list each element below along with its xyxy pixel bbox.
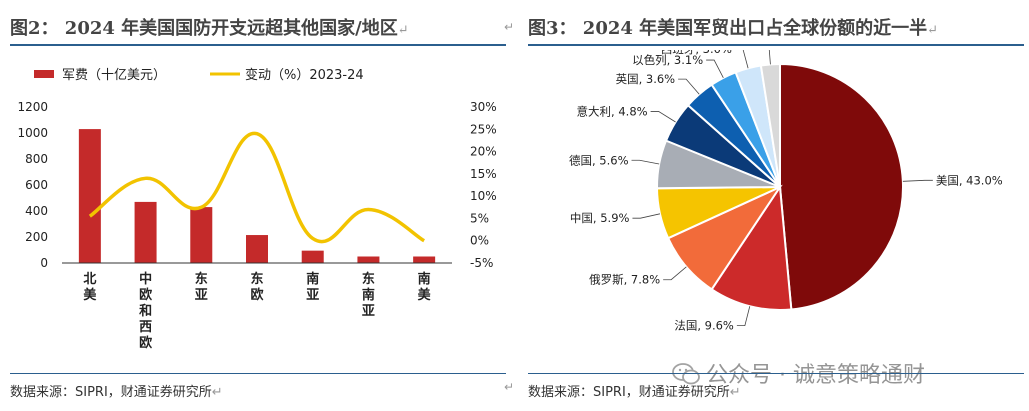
- right-title-text: 图3： 2024 年美国军贸出口占全球份额的近一半: [528, 18, 928, 39]
- pie-labels: 美国, 43.0% 法国, 9.6% 俄罗斯, 7.8% 中国, 5.9% 德国, 5.…: [569, 50, 1003, 333]
- legend-line-label: 变动（%）2023-24: [245, 67, 364, 83]
- y-left-tick-label: 1000: [17, 126, 48, 140]
- pie-leader-line: [768, 50, 771, 65]
- right-chart-title: 图3： 2024 年美国军贸出口占全球份额的近一半↵: [528, 14, 938, 40]
- defense-spending-chart: 军费（十亿美元） 变动（%）2023-24 0 200 400 600 800 1000 1…: [17, 67, 497, 351]
- left-source: 数据来源：SIPRI，财通证券研究所↵: [10, 381, 223, 400]
- legend-bar-swatch: [34, 70, 54, 78]
- y-right-tick-label: 10%: [470, 189, 497, 203]
- change-line: [88, 131, 426, 244]
- right-title-rule: [528, 44, 1024, 46]
- y-left-tick-label: 200: [25, 230, 48, 244]
- pie-slice: [759, 62, 781, 188]
- pie-label: 中国, 5.9%: [570, 211, 630, 225]
- y-left-tick-label: 600: [25, 178, 48, 192]
- x-tick-label: 中欧和西欧: [139, 271, 152, 351]
- x-tick-label: 东亚: [195, 271, 208, 303]
- right-source: 数据来源：SIPRI，财通证券研究所↵: [528, 381, 741, 400]
- left-chart-title: 图2： 2024 年美国国防开支远超其他国家/地区↵: [10, 14, 409, 40]
- y-left-tick-label: 400: [25, 204, 48, 218]
- pie-leader-line: [632, 213, 661, 219]
- pie-label: 西班牙, 3.0%: [661, 50, 732, 56]
- pie-label: 英国, 3.6%: [616, 72, 676, 86]
- watermark-text: 公众号 · 诚意策略通财: [706, 363, 925, 388]
- pie-leader-line: [706, 59, 724, 79]
- y-right-tick-label: 15%: [470, 167, 497, 181]
- right-source-mark: ↵: [729, 385, 741, 400]
- right-source-text: 数据来源：SIPRI，财通证券研究所: [528, 385, 730, 400]
- pie-label: 韩国, 2.2%: [698, 50, 758, 51]
- x-tick-label: 东南亚: [362, 271, 375, 319]
- pie-label: 俄罗斯, 7.8%: [589, 273, 660, 287]
- y-right-tick-label: 20%: [470, 145, 497, 159]
- x-tick-label: 东欧: [250, 271, 263, 303]
- pie-leader-lines: [631, 50, 933, 327]
- legend-bar-label: 军费（十亿美元）: [62, 68, 166, 83]
- bar: [134, 201, 157, 263]
- y-right-tick-label: 0%: [470, 234, 489, 248]
- left-title-return-mark: ↵: [397, 23, 409, 38]
- pie-leader-line: [678, 78, 700, 95]
- x-tick-label: 北美: [83, 272, 97, 303]
- pie-leader-line: [650, 111, 676, 123]
- x-tick-label: 南亚: [306, 271, 319, 303]
- left-source-rule: [10, 373, 506, 374]
- bar: [357, 256, 380, 263]
- pie-label: 美国, 43.0%: [936, 173, 1003, 187]
- legend: 军费（十亿美元） 变动（%）2023-24: [34, 67, 364, 83]
- y-right-tick-label: 30%: [470, 100, 497, 114]
- y-right-tick-label: -5%: [470, 256, 493, 270]
- y-axis-left: 0 200 400 600 800 1000 1200: [17, 100, 48, 270]
- left-source-text: 数据来源：SIPRI，财通证券研究所: [10, 385, 212, 400]
- x-tick-label: 南美: [418, 271, 432, 303]
- bar: [190, 207, 213, 263]
- pie-leader-line: [631, 159, 660, 165]
- y-left-tick-label: 1200: [17, 100, 48, 114]
- y-left-tick-label: 800: [25, 152, 48, 166]
- pie-leader-line: [902, 179, 933, 182]
- left-title-rule: [10, 44, 506, 46]
- right-source-rule: [528, 373, 1024, 374]
- pie-label: 法国, 9.6%: [674, 319, 734, 333]
- left-source-paragraph-mark: ↵: [504, 380, 515, 394]
- pie-slices: [655, 62, 904, 311]
- pie-slice: [779, 62, 904, 311]
- pie-leader-line: [663, 266, 687, 281]
- left-paragraph-mark: ↵: [504, 20, 515, 34]
- bar: [413, 256, 436, 263]
- bar: [78, 129, 101, 263]
- bar-series: [78, 129, 436, 263]
- y-left-tick-label: 0: [40, 256, 48, 270]
- x-axis-labels: 北美 中欧和西欧 东亚 东欧 南亚 东南亚 南美: [83, 271, 431, 351]
- pie-leader-line: [742, 50, 749, 69]
- pie-label: 德国, 5.6%: [569, 153, 629, 167]
- y-right-tick-label: 5%: [470, 211, 489, 225]
- bar: [301, 250, 324, 263]
- bar: [246, 235, 268, 263]
- pie-label: 意大利, 4.8%: [577, 104, 648, 118]
- y-axis-right: -5% 0% 5% 10% 15% 20% 25% 30%: [470, 100, 497, 270]
- left-title-text: 图2： 2024 年美国国防开支远超其他国家/地区: [10, 18, 398, 39]
- left-source-mark: ↵: [211, 385, 223, 400]
- pie-leader-line: [736, 306, 751, 327]
- pie-label: 以色列, 3.1%: [632, 53, 703, 67]
- right-title-return-mark: ↵: [927, 23, 939, 38]
- y-right-tick-label: 25%: [470, 122, 497, 136]
- arms-export-pie-chart: 美国, 43.0% 法国, 9.6% 俄罗斯, 7.8% 中国, 5.9% 德国, 5.…: [569, 50, 1003, 333]
